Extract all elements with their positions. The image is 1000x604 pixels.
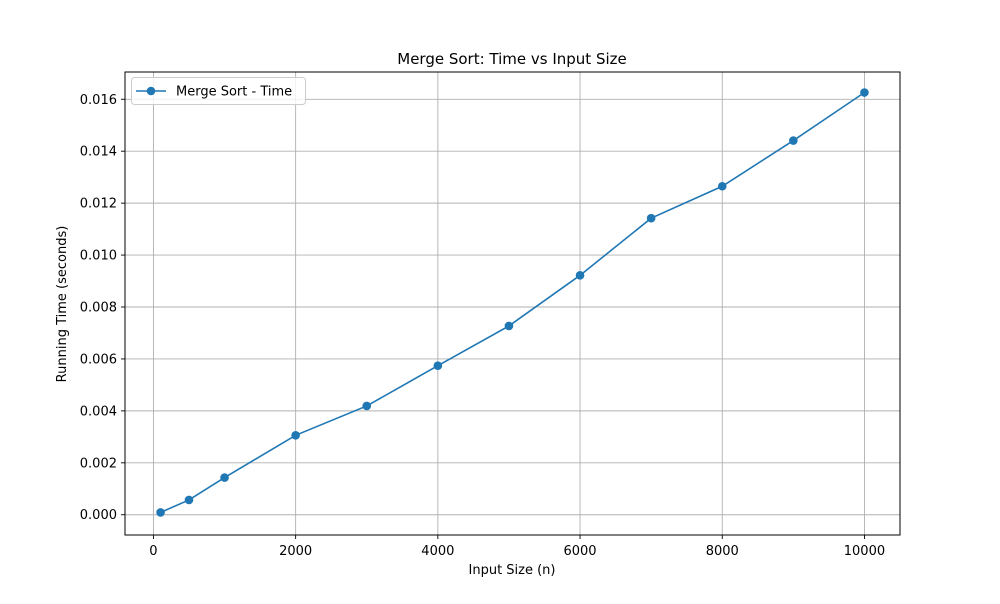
axes: 0 2000 4000 6000 8000 10000 0.000 0.002 0.004 0.0…: [80, 71, 901, 559]
legend-box: [131, 77, 306, 105]
data-point: [156, 508, 165, 517]
y-tick-label: 0.016: [80, 93, 117, 108]
y-axis-label: Running Time (seconds): [55, 226, 70, 383]
x-tick-label: 6000: [563, 544, 596, 559]
data-point: [184, 495, 194, 505]
legend-label: Merge Sort - Time: [176, 85, 292, 100]
x-tick-label: 4000: [421, 544, 454, 559]
x-tick-label: 2000: [279, 544, 312, 559]
chart-title: Merge Sort: Time vs Input Size: [397, 50, 627, 68]
data-point: [433, 361, 443, 370]
y-tick-label: 0.008: [80, 301, 117, 316]
y-tick-label: 0.000: [80, 508, 117, 523]
data-point: [575, 271, 585, 280]
y-tick-label: 0.010: [80, 249, 117, 264]
y-tick-label: 0.002: [80, 456, 117, 471]
y-tick-label: 0.006: [80, 352, 117, 367]
x-tick-label: 8000: [706, 544, 739, 559]
x-tick-label: 10000: [844, 544, 885, 559]
plot-frame: [124, 71, 901, 536]
y-tick-label: 0.014: [80, 145, 117, 160]
data-point: [789, 136, 798, 145]
data-layer: [156, 88, 869, 517]
x-axis-label: Input Size (n): [469, 563, 556, 578]
data-point: [362, 401, 372, 411]
x-tick-label: 0: [149, 544, 157, 559]
data-point: [220, 473, 229, 482]
legend-marker: [146, 86, 156, 96]
data-point: [860, 88, 869, 97]
legend: Merge Sort - Time: [131, 77, 306, 105]
y-tick-label: 0.004: [80, 404, 117, 419]
grid: [125, 72, 900, 535]
series-line: [160, 91, 865, 514]
data-point: [717, 181, 727, 191]
data-point: [504, 321, 514, 331]
data-point: [646, 213, 656, 223]
y-tick-label: 0.012: [80, 197, 117, 212]
data-point: [291, 430, 300, 440]
